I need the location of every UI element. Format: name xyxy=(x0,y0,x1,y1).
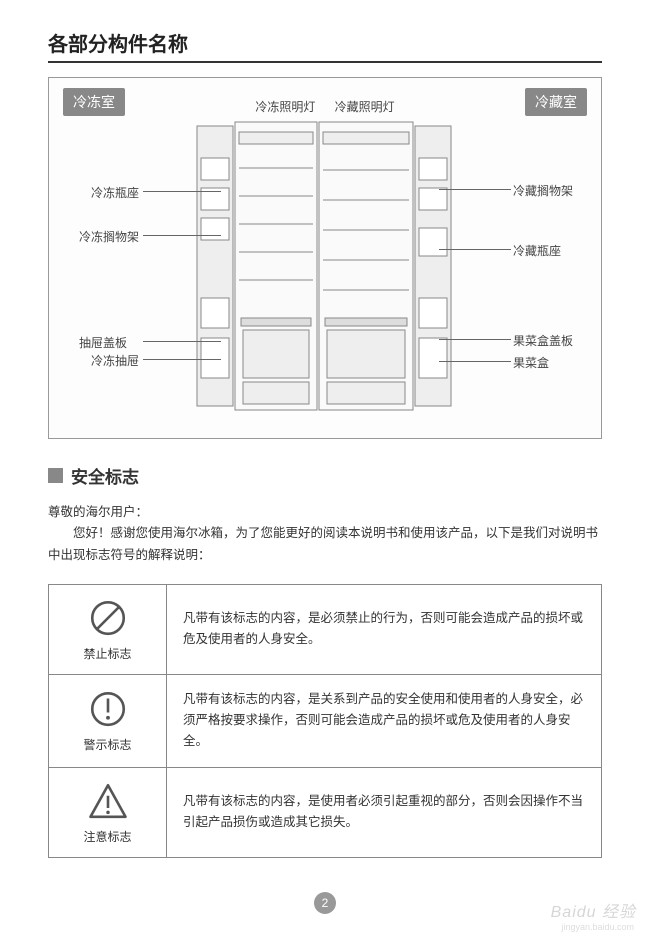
caution-triangle-icon xyxy=(87,780,129,822)
warning-cell: 警示标志 xyxy=(49,675,167,767)
caution-cell: 注意标志 xyxy=(49,768,167,857)
callout-freezer-bottle: 冷冻瓶座 xyxy=(91,184,139,201)
fridge-light-label: 冷藏照明灯 xyxy=(335,100,395,114)
prohibit-cell: 禁止标志 xyxy=(49,585,167,674)
top-light-labels: 冷冻照明灯 冷藏照明灯 xyxy=(49,98,601,115)
intro-text: 尊敬的海尔用户： 您好！感谢您使用海尔冰箱，为了您能更好的阅读本说明书和使用该产… xyxy=(48,502,602,566)
callout-fridge-bottle: 冷藏瓶座 xyxy=(513,242,561,259)
fridge-illustration xyxy=(195,118,455,418)
page-number-badge: 2 xyxy=(314,892,336,914)
callout-freezer-drawer: 冷冻抽屉 xyxy=(91,352,139,369)
watermark: Baidu 经验 xyxy=(551,898,636,922)
caution-label: 注意标志 xyxy=(83,828,131,845)
intro-salutation: 尊敬的海尔用户： xyxy=(48,505,148,519)
callout-line xyxy=(439,361,511,362)
warning-label: 警示标志 xyxy=(83,736,131,753)
watermark-sub: jingyan.baidu.com xyxy=(561,922,634,932)
callout-line xyxy=(143,191,221,192)
caution-text: 凡带有该标志的内容，是使用者必须引起重视的部分，否则会因操作不当引起产品损伤或造… xyxy=(167,768,601,857)
callout-freezer-shelf: 冷冻搁物架 xyxy=(79,228,139,245)
callout-line xyxy=(143,341,221,342)
safety-section-heading: 安全标志 xyxy=(48,463,602,488)
callout-crisper: 果菜盒 xyxy=(513,354,549,371)
callout-line xyxy=(143,235,221,236)
prohibit-icon xyxy=(87,597,129,639)
callout-line xyxy=(439,339,511,340)
component-diagram: 冷冻室 冷藏室 冷冻照明灯 冷藏照明灯 xyxy=(48,77,602,439)
freezer-light-label: 冷冻照明灯 xyxy=(255,100,315,114)
callout-crisper-cover: 果菜盒盖板 xyxy=(513,332,573,349)
warning-text: 凡带有该标志的内容，是关系到产品的安全使用和使用者的人身安全，必须严格按要求操作… xyxy=(167,675,601,767)
section-square-icon xyxy=(48,468,63,483)
prohibit-text: 凡带有该标志的内容，是必须禁止的行为，否则可能会造成产品的损坏或危及使用者的人身… xyxy=(167,585,601,674)
page-title: 各部分构件名称 xyxy=(48,28,602,63)
prohibit-label: 禁止标志 xyxy=(83,645,131,662)
intro-body: 您好！感谢您使用海尔冰箱，为了您能更好的阅读本说明书和使用该产品，以下是我们对说… xyxy=(48,523,602,566)
table-row: 警示标志 凡带有该标志的内容，是关系到产品的安全使用和使用者的人身安全，必须严格… xyxy=(49,675,601,768)
callout-fridge-shelf: 冷藏搁物架 xyxy=(513,182,573,199)
callout-line xyxy=(439,249,511,250)
callout-line xyxy=(439,189,511,190)
safety-heading-text: 安全标志 xyxy=(71,463,139,488)
warning-circle-icon xyxy=(87,688,129,730)
table-row: 注意标志 凡带有该标志的内容，是使用者必须引起重视的部分，否则会因操作不当引起产… xyxy=(49,768,601,857)
table-row: 禁止标志 凡带有该标志的内容，是必须禁止的行为，否则可能会造成产品的损坏或危及使… xyxy=(49,585,601,675)
callout-line xyxy=(143,359,221,360)
callout-drawer-cover: 抽屉盖板 xyxy=(79,334,127,351)
safety-symbols-table: 禁止标志 凡带有该标志的内容，是必须禁止的行为，否则可能会造成产品的损坏或危及使… xyxy=(48,584,602,858)
